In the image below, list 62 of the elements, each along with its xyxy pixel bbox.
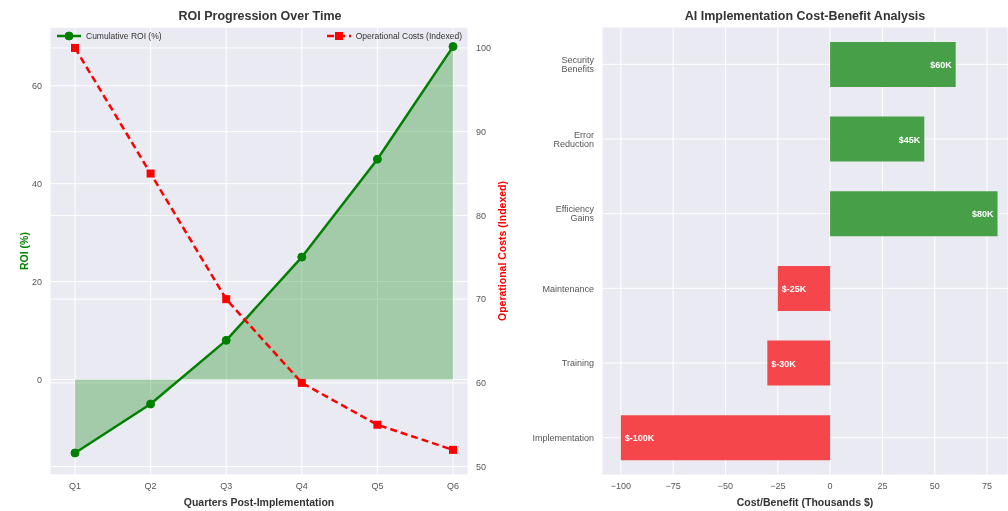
point: [449, 445, 457, 454]
bar: [830, 191, 998, 237]
y2-tick-label: 100: [476, 43, 492, 54]
bar: [620, 415, 831, 461]
x-tick-label: Q3: [220, 481, 233, 492]
y-tick-label: 40: [31, 178, 42, 189]
y2-tick-label: 90: [476, 126, 487, 137]
data-label: $60K: [930, 59, 953, 70]
x-tick-label: Q5: [371, 481, 384, 492]
data-label: $-25K: [781, 283, 807, 294]
x-tick-label: −50: [717, 481, 734, 492]
data-label: $-30K: [771, 358, 797, 369]
x-tick-label: 50: [929, 481, 940, 492]
chart-title: AI Implementation Cost-Benefit Analysis: [683, 9, 927, 23]
point: [297, 378, 306, 387]
y2-axis-title: Operational Costs (Indexed): [496, 180, 508, 322]
point: [372, 154, 382, 164]
bar: [830, 41, 956, 87]
chart-title: ROI Progression Over Time: [177, 9, 343, 23]
x-tick-label: 75: [982, 481, 993, 492]
y2-tick-label: 50: [476, 461, 487, 472]
y-tick-label: Security Benefits: [561, 55, 595, 75]
y-tick-label: Training: [561, 358, 594, 369]
y-tick-label: 60: [31, 80, 42, 91]
x-tick-label: Q6: [446, 481, 460, 492]
bar: [777, 265, 831, 311]
bar: [830, 116, 925, 162]
y-axis-title: ROI (%): [18, 232, 30, 270]
point: [373, 420, 382, 429]
x-tick-label: −75: [665, 481, 681, 492]
point: [146, 169, 155, 178]
y-tick-label: Implementation: [532, 432, 594, 443]
point: [71, 43, 79, 52]
point: [222, 295, 231, 304]
x-axis-title: Cost/Benefit (Thousands $): [735, 496, 875, 508]
legend-label: Cumulative ROI (%): [85, 31, 162, 41]
x-tick-label: −100: [610, 481, 631, 492]
y-tick-label: 20: [31, 276, 42, 287]
point: [70, 448, 80, 458]
bar: [767, 340, 831, 386]
y-tick-label: 0: [36, 374, 42, 385]
point: [221, 335, 231, 345]
x-axis-title: Quarters Post-Implementation: [182, 496, 336, 508]
y-tick-label: Maintenance: [542, 283, 594, 294]
point: [448, 42, 458, 52]
data-label: $-100K: [624, 433, 655, 444]
x-tick-label: −25: [770, 481, 786, 492]
x-tick-label: 0: [827, 481, 833, 492]
x-tick-label: Q4: [295, 481, 308, 492]
y2-tick-label: 70: [476, 294, 487, 305]
point: [297, 252, 307, 262]
y2-tick-label: 60: [476, 378, 487, 389]
y-tick-label: Error Reduction: [553, 129, 594, 149]
x-tick-label: Q1: [68, 481, 82, 492]
data-label: $45K: [898, 134, 921, 145]
x-tick-label: Q2: [144, 481, 157, 492]
x-tick-label: 25: [877, 481, 888, 492]
data-label: $80K: [972, 209, 995, 220]
legend-label: Operational Costs (Indexed): [354, 31, 462, 41]
y-tick-label: Efficiency Gains: [555, 204, 595, 224]
y2-tick-label: 80: [476, 210, 487, 221]
point: [146, 399, 156, 409]
